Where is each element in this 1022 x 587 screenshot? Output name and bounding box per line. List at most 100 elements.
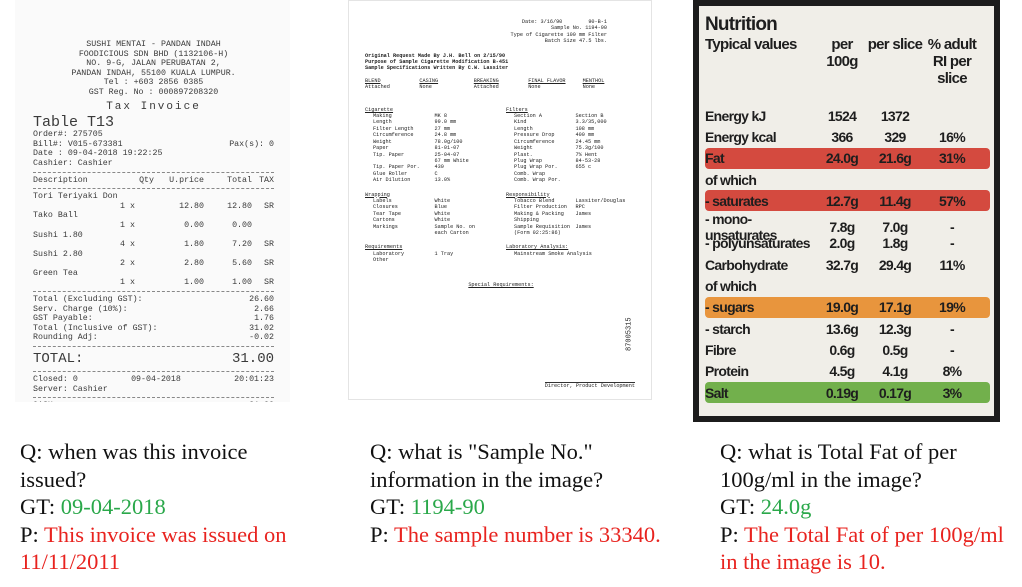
separator	[33, 171, 274, 173]
section-rows: Making MK 8 Length 99.0 mm Filter Length 27 m…	[365, 113, 496, 183]
info-row: Cashier: Cashier	[33, 159, 274, 169]
store-line: PANDAN INDAH, 55100 KUALA LUMPUR.	[71, 68, 236, 78]
grand-cell: 31.00	[231, 351, 274, 368]
nutrition-cell: 11%	[939, 256, 965, 273]
nutrition-cell: 4.1g	[882, 363, 908, 380]
field: Filter Length	[373, 125, 414, 132]
item-cell: 1.00	[232, 278, 252, 288]
head-cell: Date: 3/16/90	[521, 19, 563, 25]
field: James	[575, 223, 592, 230]
grand-cell: TOTAL:	[33, 351, 84, 368]
field: Plast.	[514, 151, 533, 158]
nutrition-row: Carbohydrate 32.7g 29.4g 11%	[705, 254, 990, 275]
info-row: Bill#: V015-673381 Pax(s): 0	[33, 140, 274, 150]
nutrition-cell: 7.8g	[829, 219, 855, 236]
nutrition-cell: 1372	[880, 107, 910, 124]
field: 25-04-07	[434, 151, 460, 158]
field: 81-01-07	[434, 145, 460, 152]
field: Other	[373, 257, 389, 264]
field: 430	[434, 164, 444, 171]
nutrition-cell: 1.8g	[882, 235, 908, 252]
total-cell: Serv. Charge (10%):	[33, 304, 128, 314]
field: Paper	[373, 145, 389, 152]
form-intro: Original Request Made By J.H. Bell on 2/…	[365, 53, 637, 72]
column-label: per 100g	[826, 36, 858, 70]
ground-truth: GT: 09-04-2018	[20, 493, 312, 521]
field: 655 c	[575, 164, 592, 171]
form-column: Cigarette Making MK 8 Length 99.0 mm Filter L…	[365, 99, 496, 264]
cash-cell: CASH :	[33, 401, 63, 402]
gt-answer: 09-04-2018	[60, 494, 166, 519]
field: C	[434, 170, 438, 177]
section-rows: Laboratory 1 Tray Other	[365, 251, 496, 264]
prediction: P: The sample number is 33340.	[370, 521, 662, 549]
field: Section B	[575, 113, 604, 120]
section-title: Requirements	[365, 244, 403, 251]
nutrition-row: - polyunsaturates 2.0g 1.8g -	[705, 233, 990, 254]
nutrition-cell: -	[950, 235, 955, 252]
special-requirements: Special Requirements:	[468, 281, 534, 288]
total-cell: -0.02	[249, 333, 274, 343]
total-cell: GST Payable:	[33, 314, 93, 324]
field: each Carton	[434, 229, 469, 236]
field: Weight	[514, 145, 533, 152]
field: Length	[373, 119, 392, 126]
info-cell: Bill#: V015-673381	[33, 139, 123, 149]
field: Filter Production	[514, 204, 567, 211]
section-title: Filters	[506, 106, 528, 113]
nutrition-cell: Fat	[705, 150, 725, 167]
nutrition-row: - mono-unsaturates 7.8g 7.0g -	[705, 211, 990, 243]
item-cell: 1 x	[120, 201, 135, 211]
caption: Q: what is Total Fat of per 100g/ml in t…	[720, 438, 1012, 576]
question: Q: what is "Sample No." information in t…	[370, 439, 604, 492]
field: Sample Requisition	[514, 223, 571, 230]
field: Labels	[373, 197, 392, 204]
form-image: Date: 3/16/90 90-B-1 Sample No. 1194-90 Typ…	[348, 0, 652, 400]
field: Circumference	[373, 132, 414, 139]
field: 75.3g/100	[575, 145, 604, 152]
nutrition-cell: Salt	[705, 384, 729, 401]
field: Blue	[434, 204, 447, 211]
column-label: Qty	[139, 175, 154, 185]
prediction: P: This invoice was issued on 11/11/2011	[20, 521, 312, 576]
separator	[33, 346, 274, 348]
nutrition-cell: 1524	[827, 107, 857, 124]
field: Markings	[373, 223, 398, 230]
item-cell: 2.80	[184, 259, 204, 269]
separator	[33, 291, 274, 293]
closing-row: Server: Cashier	[33, 385, 274, 395]
nutrition-cell: 12.3g	[878, 320, 912, 337]
total-cell: Total (Excluding GST):	[33, 295, 143, 305]
nutrition-cell: - starch	[705, 320, 751, 337]
nutrition-cell: - sugars	[705, 299, 755, 316]
closing-cell: 20:01:23	[234, 375, 274, 385]
nutrition-cell: 21.6g	[878, 150, 912, 167]
field: Lassiter/Douglas	[575, 197, 626, 204]
nutrition-cell: -	[950, 219, 955, 236]
store-line: Tel : +603 2856 0385	[103, 78, 204, 88]
info-cell: Pax(s): 0	[229, 139, 274, 149]
info-cell: Date : 09-04-2018 19:22:25	[33, 149, 163, 159]
blend-value: None	[582, 84, 596, 91]
nutrition-label: Nutrition Typical values per 100g per slice…	[699, 6, 994, 416]
column-header: Description Qty U.price Total TAX	[33, 176, 274, 186]
field: 1 Tray	[434, 250, 454, 257]
cash-row: CASH : 31.00	[33, 401, 274, 402]
total-cell: 1.76	[254, 314, 274, 324]
item-name: Tori Teriyaki Don	[33, 192, 118, 202]
nutrition-cell: 19.0g	[825, 299, 859, 316]
item-cell: 5.60	[232, 259, 252, 269]
info-cell: Cashier: Cashier	[33, 158, 113, 168]
field: Plug Wrap	[514, 157, 543, 164]
field: MK 8	[434, 113, 447, 120]
nutrition-cell: 0.19g	[825, 384, 859, 401]
field: 84-53-28	[575, 157, 601, 164]
field: Tip. Paper	[373, 151, 405, 158]
nutrition-cell: 0.17g	[878, 384, 912, 401]
intro-line: Purpose of Sample Cigarette Modification…	[365, 59, 509, 66]
total-row: Serv. Charge (10%): 2.66	[33, 305, 274, 315]
nutrition-cell: 8%	[942, 363, 963, 380]
nutrition-cell: 4.5g	[829, 363, 855, 380]
field: White	[434, 217, 451, 224]
gt-label: GT:	[370, 494, 406, 519]
